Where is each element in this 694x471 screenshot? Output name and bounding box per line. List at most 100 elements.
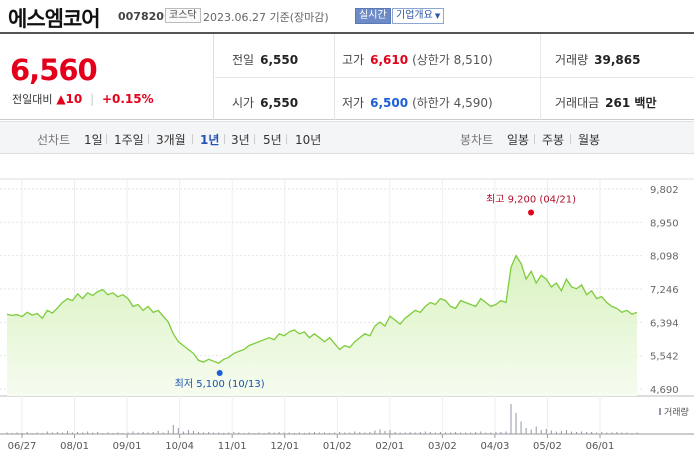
chevron-down-icon: ▼ — [434, 12, 441, 20]
divider — [192, 134, 193, 144]
volume-bar — [77, 432, 79, 434]
volume-bar — [505, 431, 507, 434]
volume-bar — [490, 432, 492, 434]
volume-bar — [429, 432, 431, 434]
y-tick-label: 4,690 — [650, 385, 679, 396]
volume-bar — [273, 432, 275, 434]
market-badge: 코스닥 — [165, 8, 201, 23]
x-tick-label: 01/02 — [323, 441, 352, 452]
volume-bar — [192, 431, 194, 434]
volume-bar — [349, 432, 351, 434]
volume-bar — [137, 432, 139, 434]
prev-close-value: 6,550 — [260, 53, 299, 67]
volume-bar — [450, 432, 452, 434]
tab-weekly[interactable]: 주봉 — [542, 133, 565, 147]
volume-bar — [520, 421, 522, 434]
volume-bar — [465, 432, 467, 434]
volume-bar — [51, 432, 53, 434]
volume-bar — [308, 432, 310, 434]
tab-10y[interactable]: 10년 — [295, 133, 322, 147]
tab-5y[interactable]: 5년 — [263, 133, 282, 147]
x-tick-label: 10/04 — [165, 441, 194, 452]
tab-monthly[interactable]: 월봉 — [578, 133, 601, 147]
volume-bar — [258, 432, 260, 434]
volume-bar — [172, 425, 174, 434]
volume-bar — [122, 433, 124, 434]
volume-bar — [187, 430, 189, 434]
volume-bar — [354, 431, 356, 434]
volume-bar — [102, 433, 104, 434]
high-marker — [528, 209, 535, 216]
volume-bar — [233, 432, 235, 434]
volume-bar — [606, 432, 608, 434]
realtime-button[interactable]: 실시간 — [355, 8, 391, 24]
volume-bar — [298, 432, 300, 434]
volume-bar — [16, 432, 18, 434]
volume-bar — [339, 432, 341, 434]
volume-bar — [177, 428, 179, 434]
price-area — [7, 255, 637, 396]
volume-bar — [581, 431, 583, 434]
volume-bar — [586, 432, 588, 434]
volume-bar — [369, 432, 371, 434]
current-price: 6,560 — [10, 53, 98, 87]
company-overview-dropdown[interactable]: 기업개요 ▼ — [392, 8, 445, 24]
high-annotation: 최고 9,200 (04/21) — [486, 194, 576, 206]
volume-bar — [167, 430, 169, 434]
volume-bar — [525, 428, 527, 434]
volume-bar — [399, 432, 401, 434]
volume-bar — [404, 432, 406, 434]
tab-1y[interactable]: 1년 — [200, 133, 220, 147]
volume-label: 거래량 — [555, 53, 589, 67]
prev-close-label: 전일 — [232, 53, 255, 67]
tab-1w[interactable]: 1주일 — [114, 133, 144, 147]
volume-bar — [228, 432, 230, 434]
volume-bar — [424, 431, 426, 434]
up-triangle-icon: ▲ — [56, 92, 66, 106]
date-text: 2023.06.27 기준(장마감) — [203, 11, 329, 24]
volume-bar — [374, 430, 376, 434]
volume-bar — [152, 432, 154, 434]
volume-bar — [213, 432, 215, 434]
volume-value: 39,865 — [594, 53, 641, 67]
volume-bar — [263, 433, 265, 434]
volume-bar — [97, 432, 99, 434]
volume-bar — [515, 413, 517, 434]
x-tick-label: 12/01 — [270, 441, 299, 452]
trade-amount-label: 거래대금 — [555, 96, 600, 110]
tab-3m[interactable]: 3개월 — [156, 133, 186, 147]
high-price: 고가 6,610 (상한가 8,510) — [342, 51, 493, 68]
x-tick-label: 02/01 — [375, 441, 404, 452]
low-label: 저가 — [342, 96, 365, 110]
divider — [148, 134, 149, 144]
y-tick-label: 9,802 — [650, 185, 679, 196]
volume-bar — [162, 432, 164, 434]
volume-bar — [439, 432, 441, 434]
divider — [106, 134, 107, 144]
low-value: 6,500 — [370, 96, 409, 110]
y-axis: 9,802 8,950 8,098 7,246 6,394 5,542 4,690 — [650, 185, 679, 396]
low-price: 저가 6,500 (하한가 4,590) — [342, 94, 493, 111]
low-annotation: 최저 5,100 (10/13) — [175, 378, 265, 390]
open-price: 시가 6,550 — [232, 94, 298, 111]
tab-3y[interactable]: 3년 — [231, 133, 250, 147]
volume-bar — [303, 433, 305, 434]
y-tick-label: 8,950 — [650, 218, 679, 229]
tab-daily[interactable]: 일봉 — [507, 133, 530, 147]
y-tick-label: 6,394 — [650, 318, 679, 329]
tab-1d[interactable]: 1일 — [84, 133, 103, 147]
volume-bar — [218, 432, 220, 434]
price-chart: 9,802 8,950 8,098 7,246 6,394 5,542 4,690 06/2… — [0, 178, 694, 452]
volume-bar — [409, 432, 411, 434]
volume: 거래량 39,865 — [555, 51, 640, 68]
volume-bar — [545, 429, 547, 434]
volume-bar — [107, 432, 109, 434]
change-amount: 10 — [65, 92, 83, 106]
volume-bar — [495, 432, 497, 434]
volume-bar — [565, 430, 567, 434]
volume-bar — [112, 433, 114, 434]
x-tick-label: 03/02 — [428, 441, 457, 452]
volume-bar — [293, 433, 295, 434]
volume-bar — [359, 432, 361, 434]
volume-bar — [570, 431, 572, 434]
